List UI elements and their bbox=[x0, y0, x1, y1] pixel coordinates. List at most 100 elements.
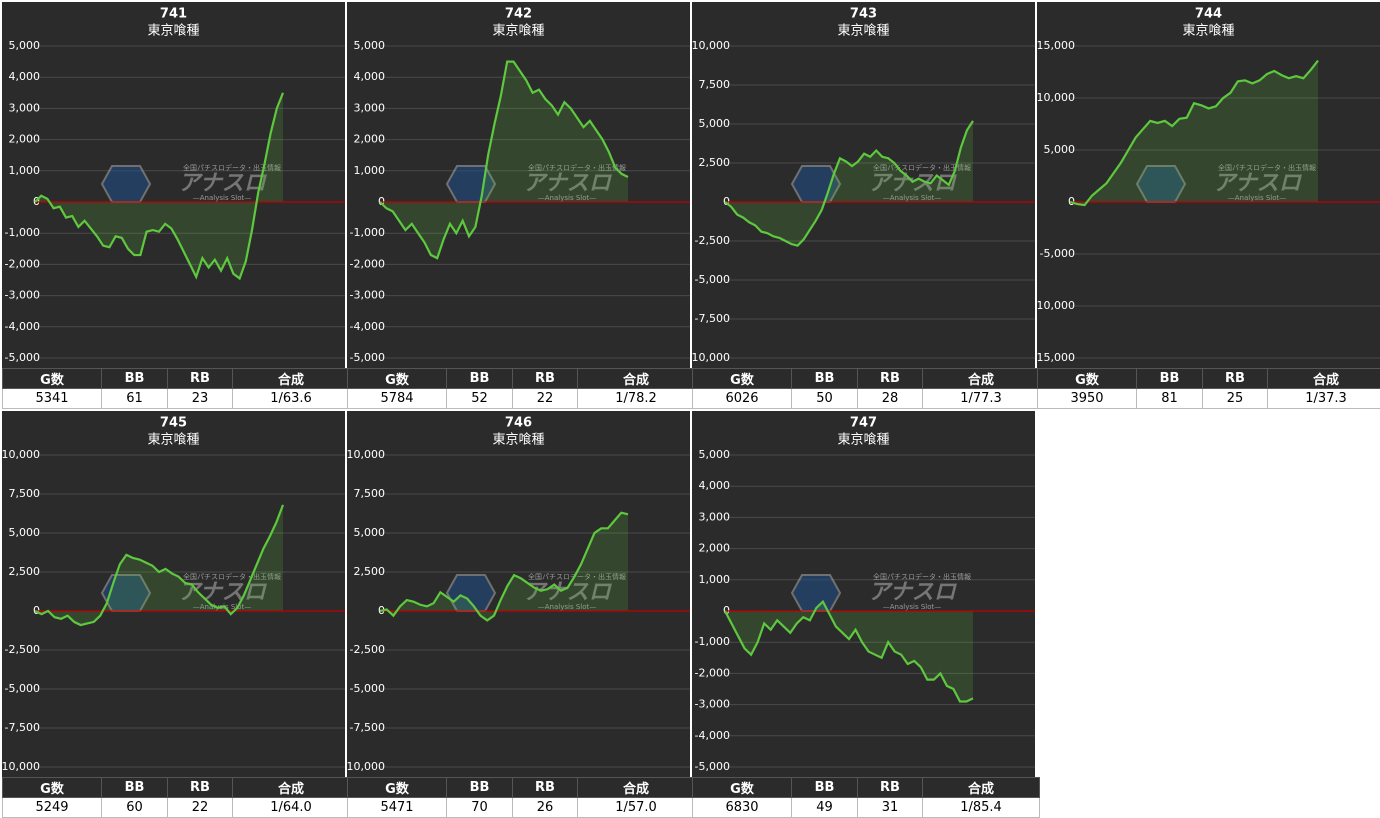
y-tick-label: 4,000 bbox=[699, 479, 731, 492]
y-tick-label: -5,000 bbox=[695, 760, 730, 773]
watermark-title: アナスロ bbox=[1213, 171, 1303, 196]
header-cell: BB bbox=[791, 368, 858, 389]
watermark-title: アナスロ bbox=[178, 171, 268, 196]
watermark-sub: —Analysis Slot— bbox=[883, 194, 941, 202]
header-cell: BB bbox=[791, 777, 858, 798]
chart-panel: 742東京喰種-5,000-4,000-3,000-2,000-1,00001,… bbox=[347, 2, 695, 409]
header-cell: RB bbox=[1202, 368, 1268, 389]
y-tick-label: -7,500 bbox=[5, 721, 40, 734]
watermark-tagline: 全国パチスロデータ・出玉情報 bbox=[873, 572, 971, 581]
value-cell: 1/85.4 bbox=[922, 797, 1040, 818]
value-cell: 3950 bbox=[1037, 388, 1137, 409]
y-tick-label: 3,000 bbox=[699, 510, 731, 523]
header-cell: BB bbox=[446, 777, 513, 798]
chart-subtitle: 東京喰種 bbox=[1182, 23, 1234, 39]
y-tick-label: -2,000 bbox=[695, 666, 730, 679]
y-tick-label: 7,500 bbox=[699, 78, 731, 91]
y-tick-label: 2,500 bbox=[354, 565, 386, 578]
table-header: G数 BB RB 合成 bbox=[692, 368, 1040, 389]
y-tick-label: -15,000 bbox=[1037, 351, 1075, 364]
y-tick-label: 5,000 bbox=[1044, 143, 1076, 156]
stats-table: G数 BB RB 合成 5249 60 22 1/64.0 bbox=[2, 777, 350, 818]
y-tick-label: 2,000 bbox=[354, 133, 386, 146]
table-header: G数 BB RB 合成 bbox=[2, 777, 350, 798]
value-cell: 52 bbox=[446, 388, 513, 409]
y-tick-label: -10,000 bbox=[1037, 299, 1075, 312]
y-tick-label: 2,500 bbox=[699, 156, 731, 169]
value-cell: 31 bbox=[857, 797, 923, 818]
y-tick-label: 7,500 bbox=[354, 487, 386, 500]
y-tick-label: -10,000 bbox=[347, 760, 385, 773]
stats-table: G数 BB RB 合成 5471 70 26 1/57.0 bbox=[347, 777, 695, 818]
y-tick-label: -1,000 bbox=[350, 226, 385, 239]
y-tick-label: 5,000 bbox=[9, 39, 41, 52]
value-cell: 22 bbox=[512, 388, 578, 409]
watermark-tagline: 全国パチスロデータ・出玉情報 bbox=[873, 163, 971, 172]
y-tick-label: -1,000 bbox=[5, 226, 40, 239]
y-tick-label: -4,000 bbox=[695, 729, 730, 742]
value-cell: 28 bbox=[857, 388, 923, 409]
value-cell: 70 bbox=[446, 797, 513, 818]
header-cell: 合成 bbox=[577, 368, 695, 389]
value-cell: 1/63.6 bbox=[232, 388, 350, 409]
value-cell: 23 bbox=[167, 388, 233, 409]
y-tick-label: -10,000 bbox=[692, 351, 730, 364]
line bbox=[724, 120, 974, 247]
y-tick-label: 5,000 bbox=[354, 526, 386, 539]
y-tick-label: -5,000 bbox=[695, 273, 730, 286]
header-cell: 合成 bbox=[922, 777, 1040, 798]
y-tick-label: -3,000 bbox=[350, 289, 385, 302]
y-tick-label: -7,500 bbox=[350, 721, 385, 734]
area bbox=[725, 120, 973, 246]
y-tick-label: 1,000 bbox=[9, 164, 41, 177]
value-cell: 1/37.3 bbox=[1267, 388, 1380, 409]
chart-panel: 745東京喰種-10,000-7,500-5,000-2,50002,5005,… bbox=[2, 411, 350, 818]
y-tick-label: -5,000 bbox=[350, 351, 385, 364]
y-tick-label: -4,000 bbox=[5, 320, 40, 333]
y-tick-label: 10,000 bbox=[692, 39, 730, 52]
chart-panel: 746東京喰種-10,000-7,500-5,000-2,50002,5005,… bbox=[347, 411, 695, 818]
y-tick-label: 5,000 bbox=[699, 448, 731, 461]
chart: 745東京喰種-10,000-7,500-5,000-2,50002,5005,… bbox=[2, 411, 345, 777]
line bbox=[1069, 59, 1319, 207]
chart: 744東京喰種-15,000-10,000-5,00005,00010,0001… bbox=[1037, 2, 1380, 368]
header-cell: G数 bbox=[692, 777, 792, 798]
y-tick-label: 3,000 bbox=[9, 101, 41, 114]
watermark-sub: —Analysis Slot— bbox=[193, 194, 251, 202]
chart: 746東京喰種-10,000-7,500-5,000-2,50002,5005,… bbox=[347, 411, 690, 777]
y-tick-label: 2,000 bbox=[9, 133, 41, 146]
y-tick-label: 5,000 bbox=[9, 526, 41, 539]
chart-title: 741 bbox=[160, 7, 187, 22]
value-cell: 49 bbox=[791, 797, 858, 818]
chart-subtitle: 東京喰種 bbox=[147, 432, 199, 448]
value-cell: 5249 bbox=[2, 797, 102, 818]
value-cell: 26 bbox=[512, 797, 578, 818]
value-cell: 22 bbox=[167, 797, 233, 818]
chart-subtitle: 東京喰種 bbox=[147, 23, 199, 39]
line bbox=[34, 504, 285, 627]
line bbox=[34, 92, 285, 281]
header-cell: G数 bbox=[2, 368, 102, 389]
y-tick-label: 1,000 bbox=[354, 164, 386, 177]
y-tick-label: -4,000 bbox=[350, 320, 385, 333]
table-header: G数 BB RB 合成 bbox=[692, 777, 1040, 798]
chart-panel: 743東京喰種-10,000-7,500-5,000-2,50002,5005,… bbox=[692, 2, 1040, 409]
watermark-tagline: 全国パチスロデータ・出玉情報 bbox=[528, 163, 626, 172]
value-cell: 81 bbox=[1136, 388, 1203, 409]
value-cell: 25 bbox=[1202, 388, 1268, 409]
y-tick-label: 4,000 bbox=[354, 70, 386, 83]
watermark-title: アナスロ bbox=[178, 580, 268, 605]
table-header: G数 BB RB 合成 bbox=[347, 777, 695, 798]
y-tick-label: -2,000 bbox=[350, 257, 385, 270]
area bbox=[1070, 60, 1318, 206]
header-cell: 合成 bbox=[922, 368, 1040, 389]
y-tick-label: -2,000 bbox=[5, 257, 40, 270]
value-cell: 5471 bbox=[347, 797, 447, 818]
area bbox=[35, 504, 283, 626]
table-row: 5341 61 23 1/63.6 bbox=[2, 388, 350, 409]
chart: 743東京喰種-10,000-7,500-5,000-2,50002,5005,… bbox=[692, 2, 1035, 368]
y-tick-label: -2,500 bbox=[5, 643, 40, 656]
chart: 747東京喰種-5,000-4,000-3,000-2,000-1,00001,… bbox=[692, 411, 1035, 777]
value-cell: 1/57.0 bbox=[577, 797, 695, 818]
watermark-logo bbox=[100, 165, 152, 203]
